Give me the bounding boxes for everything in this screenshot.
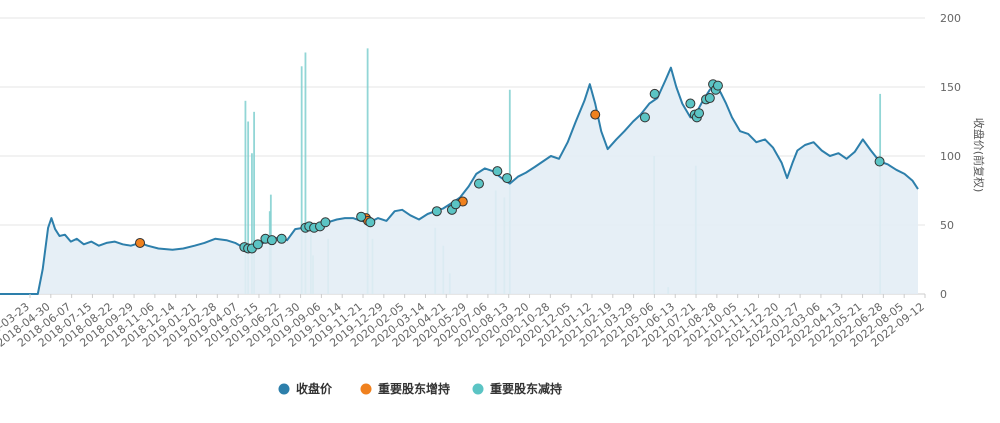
- decrease-marker[interactable]: [874, 156, 885, 167]
- volume-bar: [253, 111, 255, 294]
- volume-bar: [300, 66, 303, 294]
- volume-bar: [251, 153, 253, 294]
- increase-marker[interactable]: [135, 237, 146, 248]
- price-area-fill: [0, 67, 918, 294]
- volume-bar: [244, 100, 247, 294]
- decrease-marker[interactable]: [712, 80, 723, 91]
- y-tick-label: 0: [940, 288, 947, 301]
- volume-bar: [366, 48, 369, 294]
- decrease-marker[interactable]: [431, 206, 442, 217]
- y-tick-label: 100: [940, 150, 961, 163]
- decrease-marker[interactable]: [276, 233, 287, 244]
- decrease-marker[interactable]: [639, 112, 650, 123]
- volume-bar: [304, 52, 307, 294]
- y-axis-ticks: 0 50 100 150 200: [940, 12, 961, 301]
- legend-swatch: [278, 383, 290, 395]
- y-tick-label: 150: [940, 81, 961, 94]
- legend-item-0[interactable]: 收盘价: [278, 381, 334, 396]
- decrease-marker[interactable]: [694, 108, 705, 119]
- price-area: [0, 67, 918, 294]
- decrease-marker[interactable]: [685, 98, 696, 109]
- decrease-marker[interactable]: [365, 217, 376, 228]
- legend[interactable]: 收盘价 重要股东增持 重要股东减持: [278, 381, 563, 396]
- legend-swatch: [360, 383, 372, 395]
- decrease-marker[interactable]: [266, 235, 277, 246]
- price-line-path: [0, 66, 919, 295]
- decrease-marker[interactable]: [252, 239, 263, 250]
- price-line: [0, 66, 919, 295]
- decrease-marker[interactable]: [649, 88, 660, 99]
- legend-swatch: [472, 383, 484, 395]
- legend-item-2[interactable]: 重要股东减持: [472, 381, 563, 396]
- event-markers[interactable]: [135, 79, 885, 254]
- decrease-marker[interactable]: [502, 173, 513, 184]
- decrease-marker[interactable]: [450, 199, 461, 210]
- volume-bar: [247, 121, 250, 294]
- y-tick-label: 200: [940, 12, 961, 25]
- decrease-marker[interactable]: [356, 211, 367, 222]
- increase-marker[interactable]: [590, 109, 601, 120]
- legend-label: 重要股东减持: [490, 381, 562, 396]
- x-axis-ticks: 2018-03-232018-04-302018-06-072018-07-15…: [0, 294, 927, 350]
- legend-label: 收盘价: [296, 381, 333, 396]
- legend-label: 重要股东增持: [378, 381, 450, 396]
- decrease-marker[interactable]: [473, 178, 484, 189]
- y-axis-label: 收盘价(前复权): [972, 118, 986, 193]
- decrease-marker[interactable]: [492, 166, 503, 177]
- y-tick-label: 50: [940, 219, 954, 232]
- decrease-marker[interactable]: [320, 217, 331, 228]
- decrease-marker[interactable]: [704, 93, 715, 104]
- legend-item-1[interactable]: 重要股东增持: [360, 381, 451, 396]
